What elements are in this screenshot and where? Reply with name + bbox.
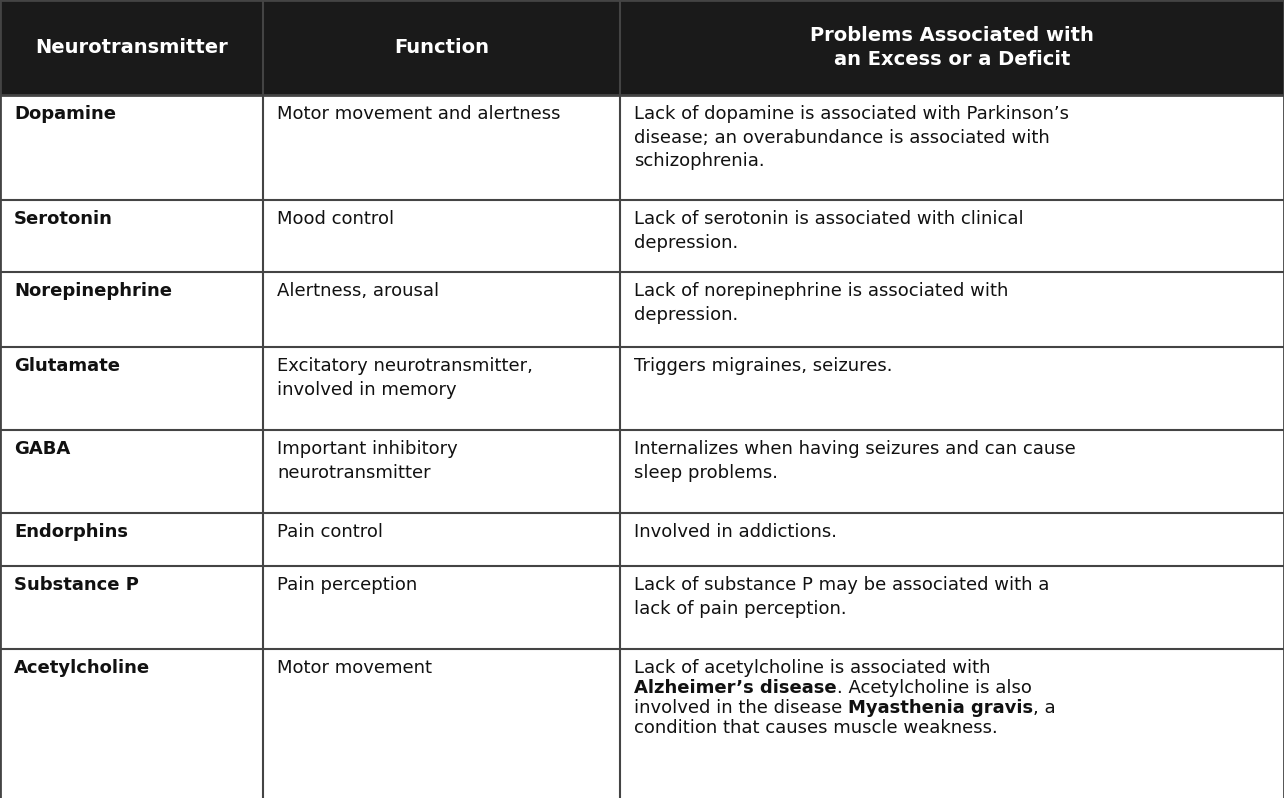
Text: Endorphins: Endorphins (14, 523, 128, 541)
Text: . Acetylcholine is also: . Acetylcholine is also (837, 679, 1031, 697)
Text: Alzheimer’s disease: Alzheimer’s disease (634, 679, 837, 697)
Text: Mood control: Mood control (277, 210, 394, 228)
Bar (0, 272, 1284, 347)
Bar (0, 513, 1284, 566)
Bar (0, 0, 1284, 95)
Text: Neurotransmitter: Neurotransmitter (35, 38, 227, 57)
Bar (0, 95, 1284, 200)
Bar (0, 347, 1284, 430)
Text: condition that causes muscle weakness.: condition that causes muscle weakness. (634, 720, 998, 737)
Text: Substance P: Substance P (14, 576, 139, 594)
Text: Pain perception: Pain perception (277, 576, 417, 594)
Bar (0, 649, 1284, 798)
Text: Glutamate: Glutamate (14, 357, 119, 375)
Text: Lack of acetylcholine is associated with: Lack of acetylcholine is associated with (634, 659, 990, 677)
Text: Dopamine: Dopamine (14, 105, 116, 123)
Text: , a: , a (1034, 699, 1055, 717)
Text: Pain control: Pain control (277, 523, 383, 541)
Bar (0, 200, 1284, 272)
Bar (0, 430, 1284, 513)
Text: Involved in addictions.: Involved in addictions. (634, 523, 837, 541)
Text: Internalizes when having seizures and can cause
sleep problems.: Internalizes when having seizures and ca… (634, 440, 1076, 482)
Text: Function: Function (394, 38, 489, 57)
Text: Problems Associated with
an Excess or a Deficit: Problems Associated with an Excess or a … (810, 26, 1094, 69)
Text: Triggers migraines, seizures.: Triggers migraines, seizures. (634, 357, 892, 375)
Text: Important inhibitory
neurotransmitter: Important inhibitory neurotransmitter (277, 440, 458, 482)
Text: Myasthenia gravis: Myasthenia gravis (847, 699, 1034, 717)
Text: Norepinephrine: Norepinephrine (14, 282, 172, 300)
Text: involved in the disease: involved in the disease (634, 699, 847, 717)
Text: GABA: GABA (14, 440, 71, 458)
Text: Acetylcholine: Acetylcholine (14, 659, 150, 677)
Text: Lack of norepinephrine is associated with
depression.: Lack of norepinephrine is associated wit… (634, 282, 1008, 324)
Text: Motor movement and alertness: Motor movement and alertness (277, 105, 561, 123)
Text: Serotonin: Serotonin (14, 210, 113, 228)
Text: Lack of substance P may be associated with a
lack of pain perception.: Lack of substance P may be associated wi… (634, 576, 1049, 618)
Text: Lack of serotonin is associated with clinical
depression.: Lack of serotonin is associated with cli… (634, 210, 1023, 251)
Text: Lack of dopamine is associated with Parkinson’s
disease; an overabundance is ass: Lack of dopamine is associated with Park… (634, 105, 1070, 170)
Text: Alertness, arousal: Alertness, arousal (277, 282, 439, 300)
Bar (0, 566, 1284, 649)
Text: Excitatory neurotransmitter,
involved in memory: Excitatory neurotransmitter, involved in… (277, 357, 533, 398)
Text: Motor movement: Motor movement (277, 659, 431, 677)
